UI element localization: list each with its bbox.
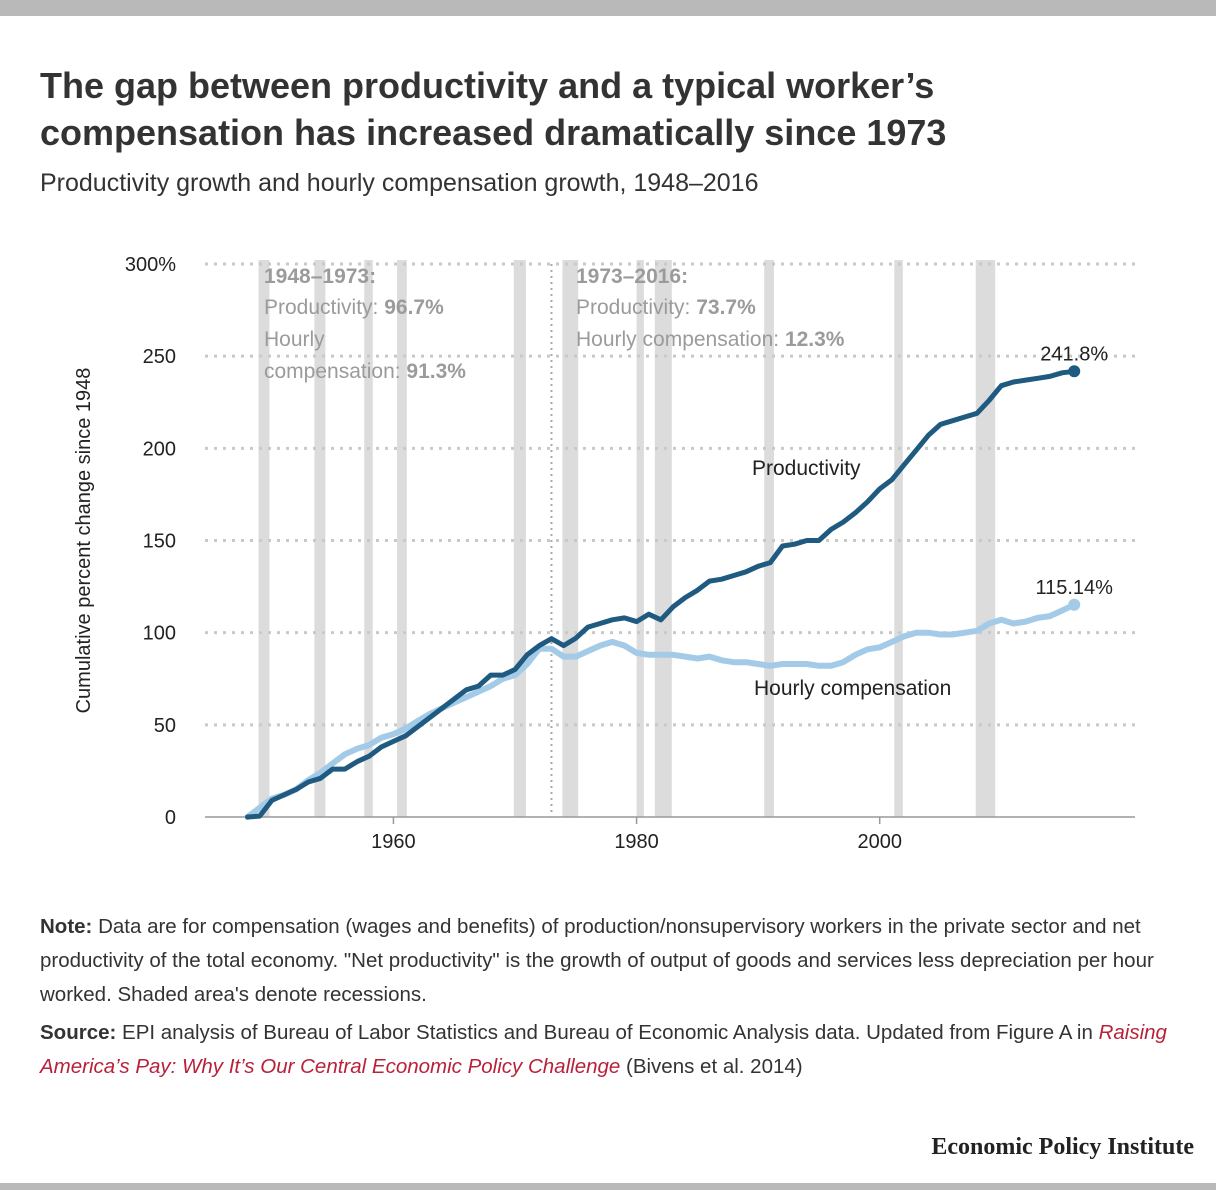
recession-band [513, 260, 526, 817]
annotation-left-productivity-label: Productivity: [264, 296, 384, 319]
recession-bands [258, 260, 996, 817]
y-tick-label: 100 [143, 623, 176, 645]
chart-note: Note: Data are for compensation (wages a… [40, 910, 1180, 1012]
recession-band [764, 260, 774, 817]
recession-band [636, 260, 644, 817]
recession-band [975, 260, 996, 817]
source-text-2: (Bivens et al. 2014) [620, 1055, 803, 1078]
chart-subtitle: Productivity growth and hourly compensat… [40, 169, 759, 197]
x-tick-label: 1960 [371, 831, 416, 853]
annotation-1948-1973: 1948–1973: Productivity: 96.7% Hourly co… [264, 265, 466, 383]
recession-band [258, 260, 270, 817]
chart-title: The gap between productivity and a typic… [40, 65, 947, 153]
y-axis-ticks: 0 50 100 150 200 250 300% [125, 254, 176, 829]
end-label-productivity: 241.8% [1040, 343, 1108, 365]
x-axis-ticks: 1960 1980 2000 [371, 817, 902, 853]
source-text-1: EPI analysis of Bureau of Labor Statisti… [116, 1021, 1099, 1044]
series-label-productivity: Productivity [752, 457, 861, 480]
annotation-left-compensation-label-1: Hourly [264, 328, 325, 351]
y-tick-label: 150 [143, 531, 176, 553]
svg-text:compensation: 91.3%: compensation: 91.3% [264, 360, 466, 383]
x-tick-label: 1980 [614, 831, 659, 853]
recession-band [364, 260, 373, 817]
note-text: Data are for compensation (wages and ben… [40, 915, 1154, 1006]
annotation-left-compensation-value: 91.3% [406, 360, 466, 383]
annotation-1973-2016: 1973–2016: Productivity: 73.7% Hourly co… [576, 265, 845, 351]
line-chart: 0 50 100 150 200 250 300% 1960 1980 2000 Cumulat… [73, 254, 1135, 853]
annotation-right-compensation-label: Hourly compensation: [576, 328, 785, 351]
end-point-productivity [1068, 365, 1081, 378]
recession-band [654, 260, 672, 817]
y-tick-label: 50 [154, 715, 176, 737]
y-axis-label: Cumulative percent change since 1948 [73, 368, 95, 714]
annotation-right-compensation-value: 12.3% [785, 328, 845, 351]
source-label: Source: [40, 1021, 117, 1044]
note-label: Note: [40, 915, 93, 938]
publisher-brand: Economic Policy Institute [931, 1134, 1194, 1160]
annotation-left-heading: 1948–1973: [264, 265, 376, 288]
annotation-right-productivity-label: Productivity: [576, 296, 696, 319]
y-tick-label: 250 [143, 346, 176, 368]
x-tick-label: 2000 [857, 831, 902, 853]
recession-band [314, 260, 326, 817]
annotation-left-productivity-value: 96.7% [384, 296, 444, 319]
y-tick-label: 300% [125, 254, 176, 276]
end-point-hourly-compensation [1068, 598, 1081, 611]
series-line-productivity [245, 368, 1077, 820]
series-line-hourly-compensation [244, 601, 1078, 820]
end-label-hourly-compensation: 115.14% [1035, 577, 1113, 599]
annotation-right-productivity-value: 73.7% [696, 296, 756, 319]
series-label-hourly-compensation: Hourly compensation [754, 677, 951, 700]
y-tick-label: 0 [165, 807, 176, 829]
svg-text:Hourly compensation: 12.3%: Hourly compensation: 12.3% [576, 328, 845, 351]
svg-text:Productivity: 96.7%: Productivity: 96.7% [264, 296, 444, 319]
annotation-right-heading: 1973–2016: [576, 265, 688, 288]
svg-text:Productivity: 73.7%: Productivity: 73.7% [576, 296, 756, 319]
annotation-left-compensation-label-2: compensation: [264, 360, 406, 383]
source-report-link[interactable]: Raising America’s Pay: Why It’s Our Cent… [40, 1021, 1167, 1078]
recession-band [397, 260, 407, 817]
bottom-border [0, 1183, 1216, 1190]
top-border [0, 0, 1216, 16]
grid-lines [205, 262, 1135, 727]
chart-source: Source: EPI analysis of Bureau of Labor … [40, 1016, 1180, 1084]
recession-band [562, 260, 579, 817]
recession-band [894, 260, 903, 817]
y-tick-label: 200 [143, 438, 176, 460]
